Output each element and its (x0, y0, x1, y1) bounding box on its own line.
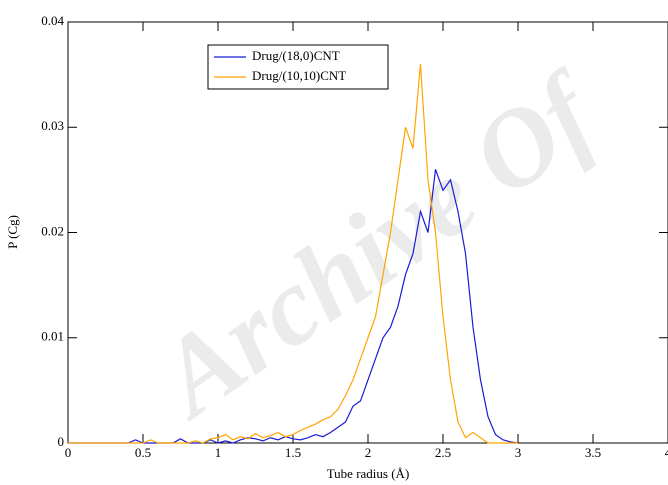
x-tick-label: 1 (215, 445, 222, 460)
x-tick-label: 0 (65, 445, 72, 460)
legend-label: Drug/(18,0)CNT (252, 48, 340, 63)
y-tick-label: 0.02 (41, 223, 64, 238)
x-tick-label: 4 (665, 445, 668, 460)
y-tick-label: 0.03 (41, 118, 64, 133)
series-line (68, 64, 518, 444)
x-tick-label: 2 (365, 445, 372, 460)
y-tick-label: 0.04 (41, 13, 64, 28)
legend-box (207, 44, 389, 90)
y-tick-label: 0 (58, 434, 65, 449)
x-tick-label: 0.5 (135, 445, 151, 460)
x-tick-label: 3.5 (585, 445, 601, 460)
x-tick-label: 1.5 (285, 445, 301, 460)
watermark: Archive Of (132, 48, 622, 442)
legend-label: Drug/(10,10)CNT (252, 68, 346, 83)
y-tick-label: 0.01 (41, 329, 64, 344)
x-tick-label: 2.5 (435, 445, 451, 460)
x-tick-label: 3 (515, 445, 522, 460)
x-axis-label: Tube radius (Å) (327, 466, 410, 481)
y-axis-label: P (Cg) (5, 215, 20, 249)
